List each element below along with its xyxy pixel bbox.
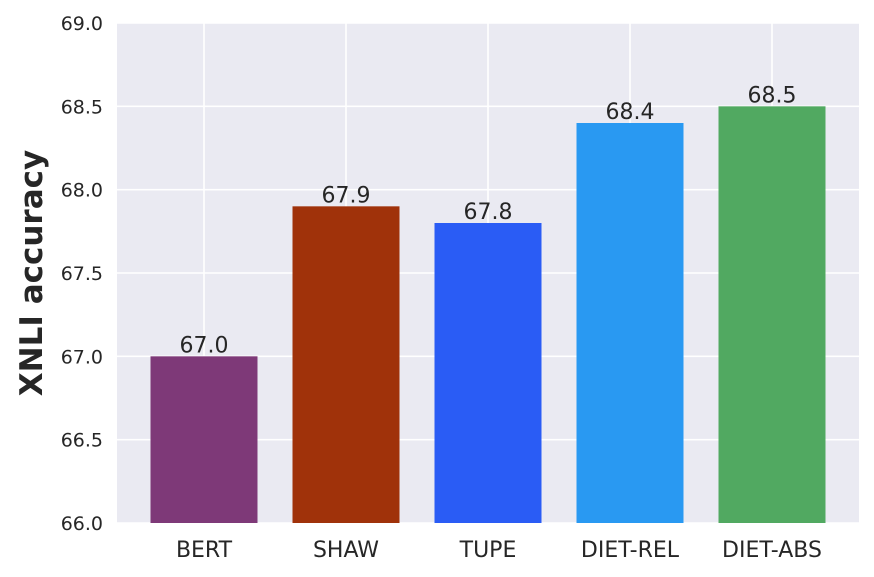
y-tick-label: 68.5: [61, 96, 103, 118]
bar-diet-abs: [718, 106, 826, 523]
data-label-diet-rel: 68.4: [606, 100, 655, 125]
x-axis-ticks: BERT SHAW TUPE DIET-REL DIET-ABS: [176, 538, 822, 563]
y-axis-label: XNLI accuracy: [14, 150, 50, 396]
x-tick-label: SHAW: [313, 538, 379, 563]
x-tick-label: DIET-REL: [581, 538, 680, 563]
data-label-diet-abs: 68.5: [748, 83, 797, 108]
y-tick-label: 69.0: [61, 13, 103, 35]
bar-tupe: [434, 223, 542, 523]
y-tick-label: 66.5: [61, 430, 103, 452]
y-axis-ticks: 66.0 66.5 67.0 67.5 68.0 68.5 69.0: [61, 13, 103, 535]
data-label-tupe: 67.8: [464, 200, 513, 225]
x-tick-label: DIET-ABS: [722, 538, 822, 563]
x-tick-label: TUPE: [459, 538, 517, 563]
data-label-bert: 67.0: [180, 333, 229, 358]
bar-shaw: [292, 206, 400, 524]
x-tick-label: BERT: [176, 538, 233, 563]
bar-bert: [150, 356, 258, 523]
y-tick-label: 66.0: [61, 513, 103, 535]
y-tick-label: 67.5: [61, 263, 103, 285]
y-tick-label: 67.0: [61, 346, 103, 368]
bars: [150, 106, 826, 524]
data-label-shaw: 67.9: [322, 183, 371, 208]
y-tick-label: 68.0: [61, 180, 103, 202]
bar-diet-rel: [576, 123, 684, 523]
data-labels: 67.0 67.9 67.8 68.4 68.5: [180, 83, 797, 358]
